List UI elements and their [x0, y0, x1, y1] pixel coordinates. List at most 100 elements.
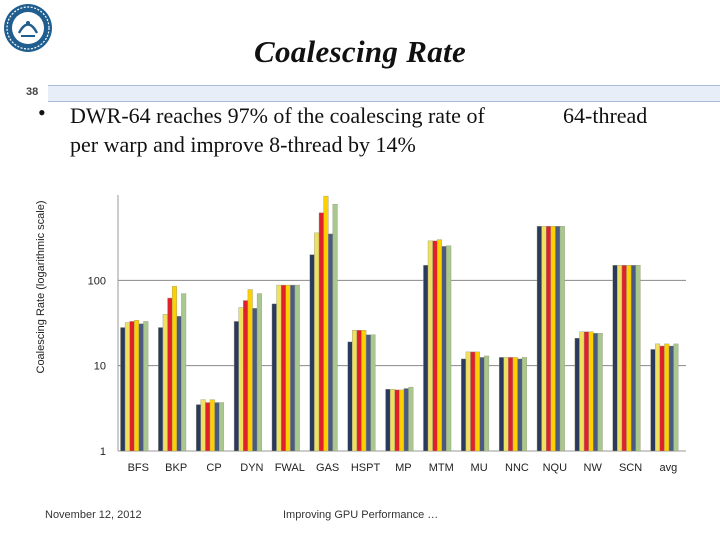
bar-mp-series-6 — [408, 386, 414, 452]
bar-nqu-series-4 — [550, 226, 556, 452]
bar-nnc-series-4 — [512, 357, 518, 452]
bullet-text-line1: DWR-64 reaches 97% of the coalescing rat… — [70, 103, 485, 128]
x-tick-label-nnc: NNC — [505, 462, 529, 474]
bar-mu-series-6 — [484, 355, 490, 452]
bar-bfs-series-1 — [120, 327, 126, 452]
bar-mtm-series-6 — [446, 245, 452, 452]
x-tick-label-nqu: NQU — [543, 462, 568, 474]
bar-bfs-series-6 — [143, 321, 149, 452]
bar-scn-series-3 — [621, 265, 627, 452]
bar-dyn-series-5 — [252, 308, 258, 452]
bar-gas-series-2 — [314, 232, 320, 452]
x-tick-label-mp: MP — [395, 462, 412, 474]
bar-nqu-series-1 — [536, 226, 542, 452]
bar-nqu-series-5 — [555, 226, 561, 452]
bar-scn-series-5 — [630, 265, 636, 452]
bar-mu-series-3 — [470, 351, 476, 452]
bar-gas-series-4 — [323, 195, 329, 452]
bar-dyn-series-3 — [243, 300, 249, 452]
bullet-text-line2: per warp and improve 8-thread by 14% — [70, 132, 416, 157]
bar-mu-series-4 — [474, 351, 480, 452]
bar-scn-series-2 — [617, 265, 623, 452]
bar-fwal-series-4 — [285, 284, 291, 452]
bar-hspt-series-2 — [352, 330, 358, 452]
x-tick-label-fwal: FWAL — [275, 462, 305, 474]
bar-mu-series-2 — [465, 351, 471, 452]
y-tick-label-100: 100 — [88, 275, 106, 287]
bar-cp-series-6 — [219, 402, 225, 452]
bar-fwal-series-1 — [271, 303, 277, 452]
bar-hspt-series-5 — [365, 334, 371, 452]
bar-mtm-series-3 — [432, 240, 438, 452]
bar-nw-series-5 — [593, 333, 599, 452]
bar-mp-series-1 — [385, 388, 391, 452]
bar-nqu-series-3 — [546, 226, 552, 452]
x-tick-label-avg: avg — [660, 462, 678, 474]
y-axis-label: Coalescing Rate (logarithmic scale) — [35, 200, 47, 373]
bar-nw-series-2 — [579, 331, 585, 452]
bar-mtm-series-4 — [437, 239, 443, 452]
bullet-text-line1-end: 64-thread — [563, 103, 648, 128]
bar-cp-series-3 — [205, 402, 211, 452]
bar-scn-series-6 — [635, 265, 641, 452]
x-tick-label-cp: CP — [206, 462, 221, 474]
bar-gas-series-6 — [332, 204, 338, 452]
bar-bfs-series-2 — [124, 322, 130, 452]
bar-bkp-series-1 — [158, 327, 164, 452]
x-tick-label-scn: SCN — [619, 462, 642, 474]
bar-mu-series-5 — [479, 357, 485, 452]
bar-gas-series-3 — [318, 212, 324, 452]
bar-bkp-series-5 — [176, 315, 182, 452]
bar-scn-series-1 — [612, 265, 618, 452]
bar-hspt-series-3 — [356, 330, 362, 452]
x-tick-label-mtm: MTM — [429, 462, 454, 474]
x-tick-label-bkp: BKP — [165, 462, 187, 474]
bar-nnc-series-5 — [517, 358, 523, 452]
bar-nqu-series-2 — [541, 226, 547, 452]
x-tick-label-hspt: HSPT — [351, 462, 381, 474]
bar-fwal-series-2 — [276, 284, 282, 452]
x-tick-label-gas: GAS — [316, 462, 339, 474]
bar-mp-series-4 — [399, 389, 405, 452]
x-tick-label-dyn: DYN — [240, 462, 263, 474]
bar-mp-series-5 — [403, 388, 409, 452]
y-tick-label-1: 1 — [100, 446, 106, 458]
bar-cp-series-2 — [200, 399, 206, 452]
bar-nw-series-6 — [597, 333, 603, 452]
bar-gas-series-1 — [309, 254, 315, 452]
bar-avg-series-4 — [664, 343, 670, 452]
bar-mp-series-2 — [389, 388, 395, 452]
bar-bkp-series-3 — [167, 297, 173, 452]
footer-date: November 12, 2012 — [45, 509, 142, 521]
bar-bfs-series-3 — [129, 321, 135, 452]
bar-fwal-series-5 — [290, 284, 296, 452]
bar-dyn-series-4 — [247, 289, 253, 452]
bar-dyn-series-2 — [238, 307, 244, 452]
bar-bkp-series-2 — [162, 314, 168, 452]
bar-avg-series-3 — [659, 345, 665, 452]
bar-hspt-series-1 — [347, 341, 353, 452]
slide-title: Coalescing Rate — [253, 34, 467, 69]
bar-avg-series-5 — [668, 345, 674, 452]
bar-nnc-series-1 — [498, 357, 504, 452]
bar-hspt-series-4 — [361, 330, 367, 452]
x-tick-label-nw: NW — [584, 462, 603, 474]
university-logo-icon — [4, 4, 52, 52]
bar-mu-series-1 — [461, 358, 467, 452]
bullet-marker: • — [38, 100, 46, 125]
bar-avg-series-2 — [655, 343, 661, 452]
bar-gas-series-5 — [328, 233, 334, 452]
bar-dyn-series-1 — [233, 321, 239, 452]
bar-avg-series-6 — [673, 343, 679, 452]
bar-cp-series-1 — [196, 404, 202, 452]
bar-mtm-series-1 — [423, 265, 429, 452]
bar-dyn-series-6 — [256, 293, 262, 452]
x-tick-label-bfs: BFS — [128, 462, 149, 474]
bar-nqu-series-6 — [559, 226, 565, 452]
bar-nnc-series-2 — [503, 357, 509, 452]
bar-mtm-series-5 — [441, 246, 447, 452]
bar-bkp-series-6 — [181, 293, 187, 452]
slide-number: 38 — [26, 86, 39, 98]
bar-bfs-series-5 — [138, 323, 144, 452]
